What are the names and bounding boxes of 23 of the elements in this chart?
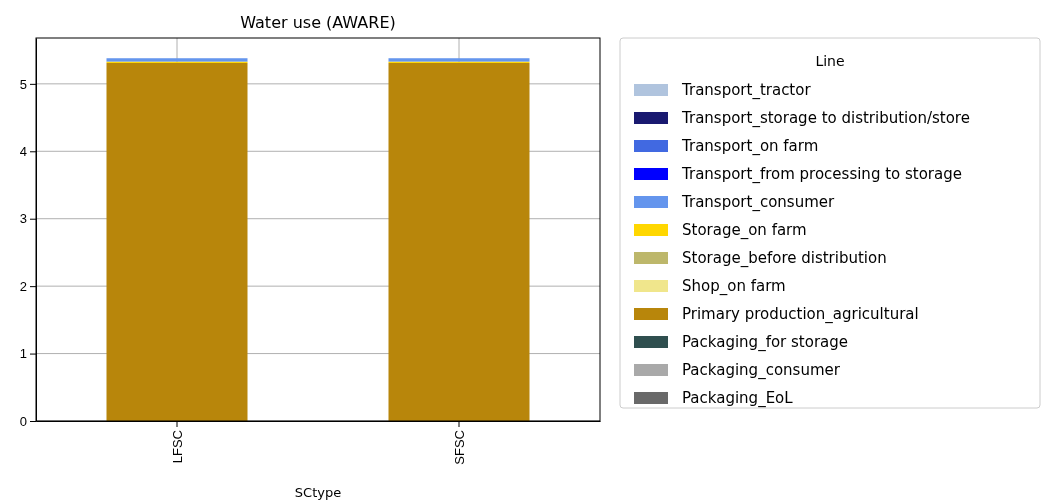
legend-label: Transport_from processing to storage xyxy=(681,165,962,185)
legend-label: Transport_consumer xyxy=(681,193,835,213)
legend-label: Storage_on farm xyxy=(682,221,807,241)
x-tick-label: SFSC xyxy=(451,430,467,465)
x-axis-title: SCtype xyxy=(294,485,342,500)
y-tick-label: 0 xyxy=(19,413,27,429)
legend-label: Transport_on farm xyxy=(681,137,819,157)
y-tick-label: 3 xyxy=(19,211,27,227)
legend-label: Storage_before distribution xyxy=(682,249,887,269)
legend-label: Transport_tractor xyxy=(681,81,812,101)
y-tick-label: 5 xyxy=(19,76,27,92)
y-tick-label: 4 xyxy=(19,143,27,159)
x-tick-label: LFSC xyxy=(169,430,185,464)
legend-label: Shop_on farm xyxy=(682,277,786,297)
legend-label: Packaging_EoL xyxy=(682,389,794,409)
legend-label: Packaging_consumer xyxy=(682,361,841,381)
y-tick-label: 2 xyxy=(19,278,27,294)
chart-title: Water use (AWARE) xyxy=(240,13,396,32)
legend-title: Line xyxy=(815,53,845,69)
legend-label: Packaging_for storage xyxy=(682,333,849,353)
legend-label: Primary production_agricultural xyxy=(682,305,919,325)
y-tick-label: 1 xyxy=(19,346,27,362)
legend-label: Transport_storage to distribution/store xyxy=(681,109,970,129)
